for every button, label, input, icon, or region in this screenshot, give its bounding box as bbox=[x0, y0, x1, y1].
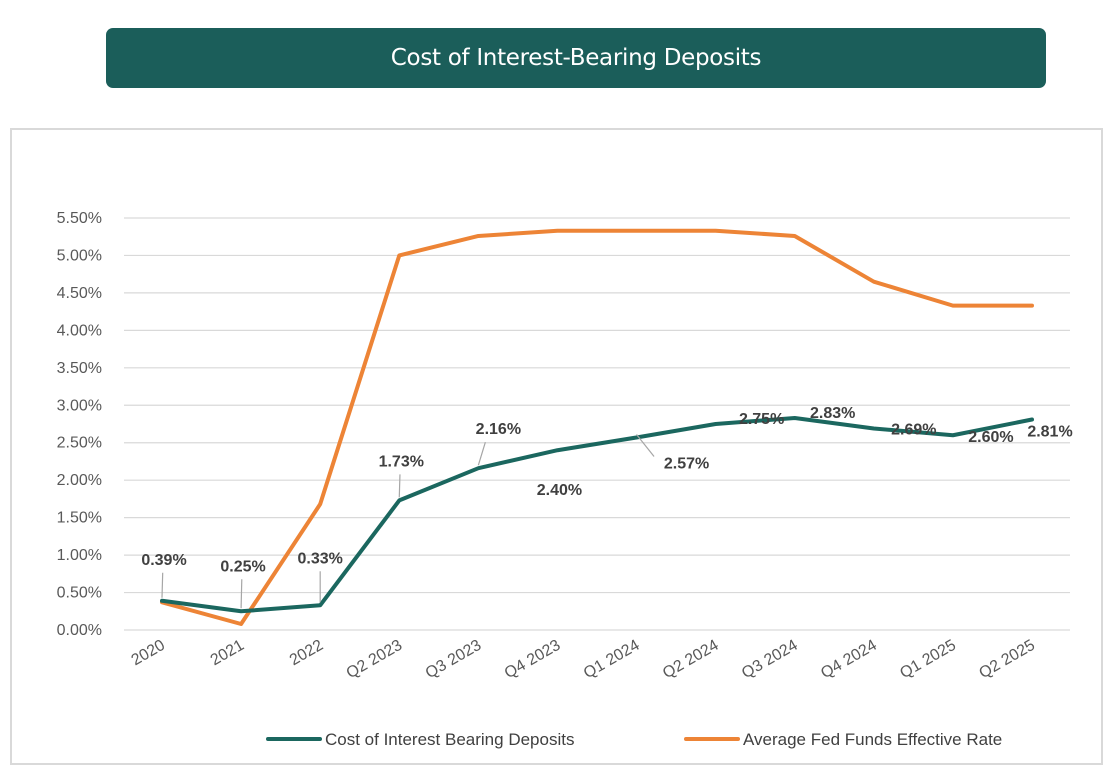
data-label-deposits: 0.25% bbox=[220, 558, 265, 575]
x-tick-label: Q2 2025 bbox=[976, 637, 1038, 682]
y-tick-label: 5.00% bbox=[57, 247, 102, 264]
x-tick-label: Q3 2023 bbox=[423, 637, 485, 682]
data-label-deposits: 2.69% bbox=[891, 421, 936, 438]
x-tick-label: 2020 bbox=[129, 637, 168, 670]
data-label-deposits: 2.16% bbox=[476, 421, 521, 438]
data-label-deposits: 2.75% bbox=[739, 411, 784, 428]
y-tick-label: 2.00% bbox=[57, 472, 102, 489]
x-tick-label: Q2 2023 bbox=[344, 637, 406, 682]
data-label-leader bbox=[477, 442, 486, 466]
data-label-leader bbox=[161, 572, 164, 598]
series-line-fed-funds bbox=[160, 228, 1034, 627]
y-tick-label: 4.00% bbox=[57, 322, 102, 339]
data-label-deposits: 2.40% bbox=[537, 482, 582, 499]
data-label-leader bbox=[240, 579, 243, 609]
x-tick-label: Q4 2023 bbox=[502, 637, 564, 682]
data-label-deposits: 0.39% bbox=[141, 552, 186, 569]
y-tick-label: 0.50% bbox=[57, 585, 102, 602]
y-tick-label: 4.50% bbox=[57, 285, 102, 302]
legend-label: Average Fed Funds Effective Rate bbox=[743, 730, 1002, 749]
legend-label: Cost of Interest Bearing Deposits bbox=[325, 730, 574, 749]
x-tick-label: 2022 bbox=[287, 637, 326, 670]
y-tick-label: 1.50% bbox=[57, 510, 102, 527]
series-line-deposits bbox=[160, 416, 1034, 614]
x-tick-label: Q1 2024 bbox=[581, 637, 643, 682]
data-label-deposits: 1.73% bbox=[379, 453, 424, 470]
y-tick-label: 2.50% bbox=[57, 435, 102, 452]
data-label-leader bbox=[636, 434, 655, 457]
y-tick-label: 1.00% bbox=[57, 547, 102, 564]
x-tick-label: 2021 bbox=[208, 637, 247, 670]
chart-frame bbox=[10, 128, 1103, 765]
x-tick-label: Q4 2024 bbox=[818, 637, 880, 682]
data-label-deposits: 2.60% bbox=[968, 429, 1013, 446]
data-label-leader bbox=[398, 474, 401, 498]
chart-title-banner: Cost of Interest-Bearing Deposits bbox=[106, 28, 1046, 88]
x-tick-label: Q1 2025 bbox=[897, 637, 959, 682]
y-tick-label: 5.50% bbox=[57, 210, 102, 227]
x-tick-label: Q3 2024 bbox=[739, 637, 801, 682]
chart-title: Cost of Interest-Bearing Deposits bbox=[390, 45, 762, 71]
y-tick-label: 3.50% bbox=[57, 360, 102, 377]
data-label-deposits: 2.83% bbox=[810, 405, 855, 422]
data-label-deposits: 2.81% bbox=[1027, 424, 1072, 441]
y-tick-label: 0.00% bbox=[57, 622, 102, 639]
data-label-deposits: 0.33% bbox=[297, 550, 342, 567]
y-tick-label: 3.00% bbox=[57, 397, 102, 414]
x-tick-label: Q2 2024 bbox=[660, 637, 722, 682]
data-label-deposits: 2.57% bbox=[664, 455, 709, 472]
